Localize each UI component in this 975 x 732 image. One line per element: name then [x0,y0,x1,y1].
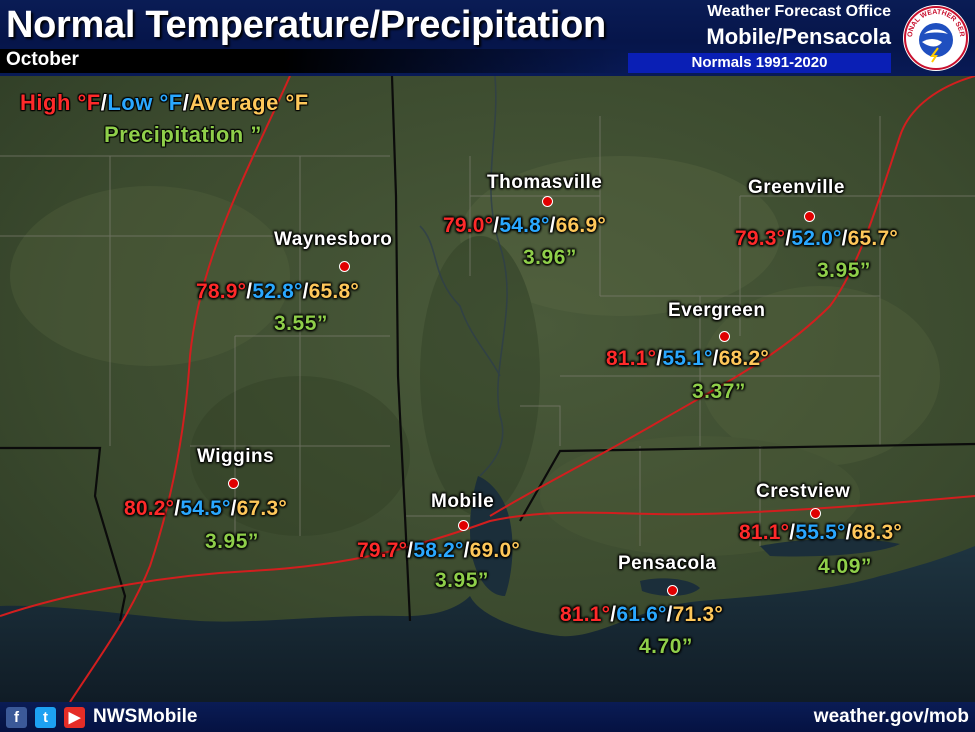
legend-high: High °F [20,90,101,115]
legend-precipitation: Precipitation ” [104,122,262,147]
normals-period: Normals 1991-2020 [628,53,891,73]
station-precip: 3.95” [817,259,871,282]
station-precip: 4.09” [818,555,872,578]
station-name: Wiggins [197,446,275,467]
station-marker[interactable] [339,261,350,272]
legend-separator: / [100,90,108,115]
station-temps: 78.9°/52.8°/65.8° [196,280,359,303]
map [0,76,975,702]
avg-temp: 69.0° [469,539,520,562]
high-temp: 79.7° [357,539,408,562]
high-temp: 78.9° [196,280,247,303]
station-precip: 3.95” [435,569,489,592]
facebook-icon[interactable]: f [6,707,27,728]
station-name: Evergreen [668,300,766,321]
month-label: October [6,49,79,70]
mobile-bay [470,476,513,596]
station-precip: 3.37” [692,380,746,403]
header: Normal Temperature/Precipitation October… [0,0,975,76]
station-temps: 79.0°/54.8°/66.9° [443,214,606,237]
state-lines [0,76,975,622]
station-temps: 79.7°/58.2°/69.0° [357,539,520,562]
social-handle[interactable]: NWSMobile [93,706,198,727]
office-label: Weather Forecast Office [707,3,891,20]
station-precip: 3.95” [205,530,259,553]
low-temp: 55.5° [795,521,846,544]
station-temps: 80.2°/54.5°/67.3° [124,497,287,520]
legend-temperature: High °F/Low °F/Average °F [20,90,309,116]
youtube-icon[interactable]: ▶ [64,707,85,728]
avg-temp: 67.3° [236,497,287,520]
station-temps: 81.1°/55.1°/68.2° [606,347,769,370]
legend-separator: / [182,90,190,115]
high-temp: 81.1° [739,521,790,544]
station-marker[interactable] [804,211,815,222]
station-marker[interactable] [542,196,553,207]
page-title: Normal Temperature/Precipitation [6,4,606,46]
station-marker[interactable] [458,520,469,531]
station-precip: 4.70” [639,635,693,658]
avg-temp: 66.9° [555,214,606,237]
avg-temp: 65.7° [847,227,898,250]
station-temps: 79.3°/52.0°/65.7° [735,227,898,250]
office-name: Mobile/Pensacola [706,24,891,49]
low-temp: 52.8° [252,280,303,303]
gulf-of-mexico [0,546,975,702]
interstates [0,76,975,702]
avg-temp: 68.2° [718,347,769,370]
station-name: Pensacola [618,553,717,574]
high-temp: 80.2° [124,497,175,520]
low-temp: 58.2° [413,539,464,562]
subtitle-bar [0,49,628,73]
low-temp: 52.0° [791,227,842,250]
twitter-icon[interactable]: t [35,707,56,728]
station-marker[interactable] [719,331,730,342]
station-temps: 81.1°/55.5°/68.3° [739,521,902,544]
website-link[interactable]: weather.gov/mob [813,706,969,727]
footer: f t ▶ NWSMobile weather.gov/mob [0,702,975,732]
station-name: Greenville [748,177,845,198]
avg-temp: 65.8° [308,280,359,303]
station-precip: 3.96” [523,246,577,269]
station-marker[interactable] [667,585,678,596]
rivers [419,76,508,477]
nws-logo-icon: NATIONAL WEATHER SERVICE [902,4,969,71]
station-marker[interactable] [810,508,821,519]
low-temp: 55.1° [662,347,713,370]
station-temps: 81.1°/61.6°/71.3° [560,603,723,626]
county-lines [0,116,975,546]
avg-temp: 68.3° [851,521,902,544]
station-name: Waynesboro [274,229,393,250]
high-temp: 79.3° [735,227,786,250]
legend-average: Average °F [189,90,309,115]
high-temp: 81.1° [606,347,657,370]
high-temp: 81.1° [560,603,611,626]
low-temp: 54.5° [180,497,231,520]
station-name: Thomasville [487,172,603,193]
low-temp: 61.6° [616,603,667,626]
low-temp: 54.8° [499,214,550,237]
high-temp: 79.0° [443,214,494,237]
map-canvas [0,76,975,702]
station-precip: 3.55” [274,312,328,335]
avg-temp: 71.3° [672,603,723,626]
station-name: Mobile [431,491,495,512]
station-marker[interactable] [228,478,239,489]
station-name: Crestview [756,481,851,502]
legend-low: Low °F [107,90,183,115]
choctawhatchee-bay [760,538,900,557]
